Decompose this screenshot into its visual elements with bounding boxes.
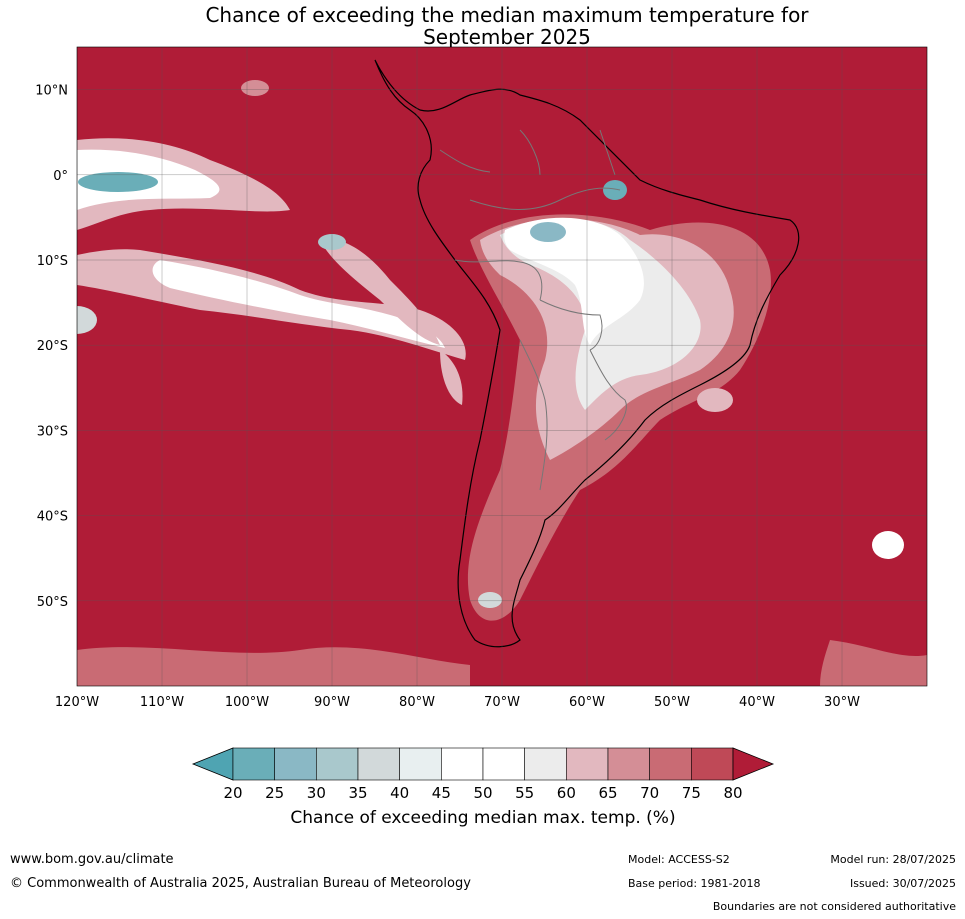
pacific-west-cool-spot <box>77 306 97 334</box>
lon-tick-label: 70°W <box>484 695 520 710</box>
title-line-2: September 2025 <box>423 25 591 49</box>
latitude-labels: 10°N 0° 10°S 20°S 30°S 40°S 50°S <box>35 84 68 610</box>
lon-tick-label: 120°W <box>55 695 99 710</box>
colorbar-segment <box>691 747 734 781</box>
atlantic-south-band <box>820 640 927 686</box>
lat-tick-label: 50°S <box>37 595 68 610</box>
colorbar-segment <box>566 747 609 781</box>
pacific-south-band <box>77 647 470 686</box>
graticule <box>77 47 927 686</box>
colorbar-high-extend <box>732 747 775 781</box>
model-name: Model: ACCESS-S2 <box>628 853 730 866</box>
lat-tick-label: 0° <box>53 169 68 184</box>
colorbar-segment <box>441 747 484 781</box>
lon-tick-label: 90°W <box>314 695 350 710</box>
colorbar-tick-label: 50 <box>473 784 492 802</box>
colorbar: 20 25 30 35 40 45 50 55 60 65 70 75 80 <box>191 747 775 802</box>
longitude-labels: 120°W 110°W 100°W 90°W 80°W 70°W 60°W 50°W 40°W 3… <box>55 695 860 710</box>
atlantic-patch-1 <box>697 388 733 412</box>
colorbar-tick-label: 25 <box>265 784 284 802</box>
lat-tick-label: 40°S <box>37 510 68 525</box>
patagonia-cool-spot <box>478 592 502 608</box>
colorbar-segment <box>482 747 525 781</box>
colorbar-tick-label: 70 <box>640 784 659 802</box>
colorbar-segment <box>399 747 442 781</box>
colorbar-tick-label: 30 <box>307 784 326 802</box>
lon-tick-label: 60°W <box>569 695 605 710</box>
south-america-coastline <box>374 59 800 648</box>
colorbar-tick-label: 60 <box>557 784 576 802</box>
amazon-cool-patch <box>530 222 566 242</box>
lon-tick-label: 40°W <box>739 695 775 710</box>
colorbar-segment <box>607 747 650 781</box>
colorbar-label: Chance of exceeding median max. temp. (%… <box>290 808 676 828</box>
colorbar-segment <box>232 747 275 781</box>
colorbar-low-extend <box>191 747 234 781</box>
country-borders <box>439 129 627 491</box>
lat-tick-label: 20°S <box>37 339 68 354</box>
lon-tick-label: 80°W <box>399 695 435 710</box>
colorbar-tick-label: 55 <box>515 784 534 802</box>
colorbar-segment <box>274 747 317 781</box>
colorbar-tick-label: 40 <box>390 784 409 802</box>
lon-tick-label: 110°W <box>140 695 184 710</box>
model-run-date: Model run: 28/07/2025 <box>830 853 956 866</box>
base-period: Base period: 1981-2018 <box>628 877 761 890</box>
map-title: Chance of exceeding the median maximum t… <box>0 4 965 48</box>
map-frame <box>76 46 928 687</box>
pacific-cool-core <box>78 172 158 192</box>
colorbar-tick-label: 20 <box>223 784 242 802</box>
lat-tick-label: 30°S <box>37 424 68 439</box>
lon-tick-label: 30°W <box>824 695 860 710</box>
issued-date: Issued: 30/07/2025 <box>849 877 956 890</box>
colorbar-segment <box>524 747 567 781</box>
pacific-streak-3 <box>440 350 463 405</box>
colorbar-tick-label: 65 <box>598 784 617 802</box>
map-area <box>77 47 927 686</box>
colorbar-segment <box>649 747 692 781</box>
pacific-north-patch <box>241 80 269 96</box>
colorbar-tick-label: 35 <box>348 784 367 802</box>
guiana-cool-patch <box>603 180 627 200</box>
colorbar-tick-label: 80 <box>723 784 742 802</box>
colorbar-segment <box>316 747 359 781</box>
lon-tick-label: 50°W <box>654 695 690 710</box>
amazon-white-zone <box>504 217 644 345</box>
pacific-streak-white-1 <box>152 260 445 348</box>
lon-tick-label: 100°W <box>225 695 269 710</box>
site-link[interactable]: www.bom.gov.au/climate <box>10 852 174 867</box>
colorbar-segment <box>357 747 400 781</box>
colorbar-tick-label: 45 <box>432 784 451 802</box>
atlantic-patch-2 <box>872 531 904 559</box>
lat-tick-label: 10°N <box>35 84 68 99</box>
pacific-streak-2 <box>320 239 440 345</box>
lat-tick-label: 10°S <box>37 254 68 269</box>
copyright-text: © Commonwealth of Australia 2025, Austra… <box>10 876 471 891</box>
colorbar-tick-label: 75 <box>682 784 701 802</box>
boundaries-disclaimer: Boundaries are not considered authoritat… <box>712 900 956 913</box>
title-line-1: Chance of exceeding the median maximum t… <box>205 3 809 27</box>
